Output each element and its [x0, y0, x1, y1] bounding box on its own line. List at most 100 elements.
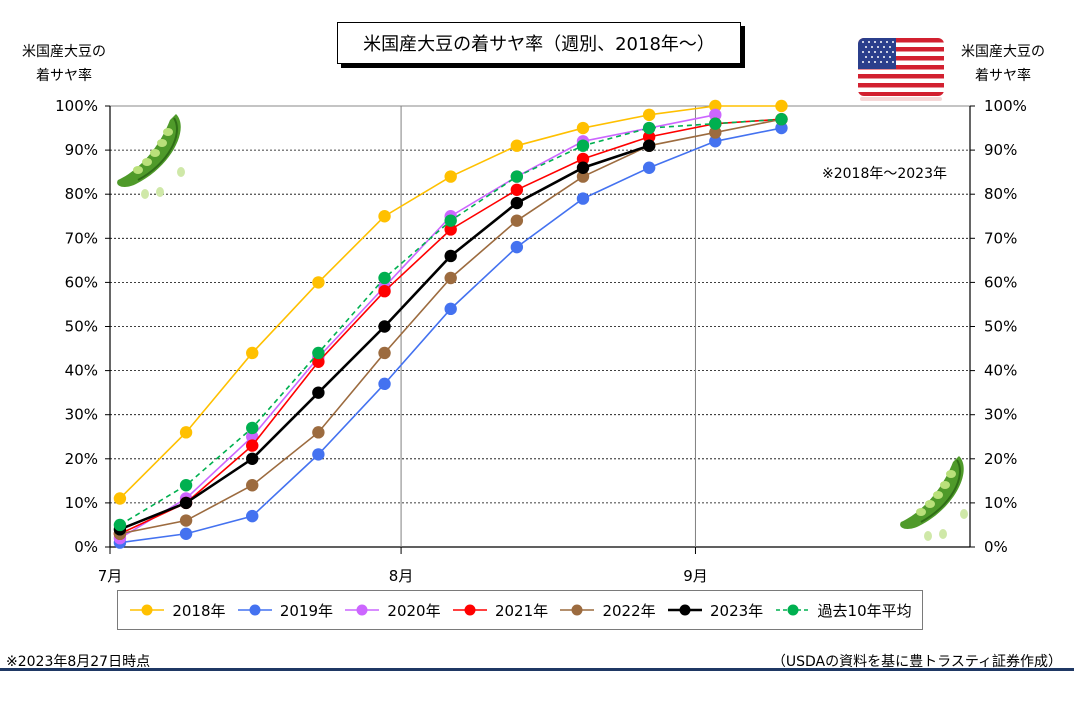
- legend-item: 2021年: [451, 600, 548, 621]
- data-point: [576, 161, 590, 174]
- x-tick-label: 7月: [98, 567, 123, 585]
- data-point: [246, 479, 259, 492]
- legend-item: 2020年: [343, 600, 441, 621]
- y-tick-label: 30%: [65, 406, 98, 424]
- data-point: [444, 170, 457, 183]
- data-point: [179, 426, 193, 439]
- data-point: [179, 479, 193, 492]
- data-point: [642, 130, 656, 144]
- series-line: [119, 114, 716, 539]
- data-point: [709, 135, 722, 148]
- legend-label: 2018年: [172, 601, 226, 620]
- data-point: [709, 99, 722, 113]
- y-tick-label-right: 100%: [984, 97, 1027, 115]
- y-tick-label-right: 50%: [984, 318, 1017, 336]
- data-point: [444, 249, 457, 263]
- data-point: [378, 346, 391, 360]
- legend-swatch: [452, 604, 487, 616]
- source-note: （USDAの資料を基に豊トラスティ証券作成）: [771, 654, 1062, 670]
- series-5: [113, 139, 656, 536]
- legend-label: 2022年: [602, 601, 656, 620]
- legend-label: 過去10年平均: [817, 601, 912, 620]
- chart-title: 米国産大豆の着サヤ率（週別、2018年～）: [337, 22, 741, 64]
- data-point: [246, 346, 259, 360]
- legend-swatch: [668, 604, 702, 616]
- data-point: [113, 518, 127, 532]
- legend-item: 2023年: [666, 600, 763, 621]
- legend-swatch: [237, 604, 272, 616]
- y-tick-label-right: 90%: [984, 141, 1017, 159]
- data-point: [510, 183, 524, 196]
- y-tick-label-right: 20%: [984, 450, 1017, 468]
- range-note: ※2018年～2023年: [822, 166, 947, 182]
- left-axis-title-line2: 着サヤ率: [36, 68, 92, 84]
- data-point: [113, 492, 127, 505]
- data-point: [576, 121, 590, 135]
- data-point: [510, 214, 524, 227]
- data-point: [510, 139, 524, 152]
- date-note: ※2023年8月27日時点: [6, 654, 151, 670]
- y-tick-label-right: 60%: [984, 273, 1017, 291]
- legend-label: 2023年: [710, 601, 764, 620]
- data-point: [312, 386, 325, 399]
- series-6: [113, 113, 788, 532]
- right-axis-title-line2: 着サヤ率: [975, 68, 1031, 84]
- legend-item: 2018年: [128, 600, 226, 621]
- data-point: [246, 439, 259, 452]
- data-point: [642, 161, 656, 174]
- data-point: [510, 170, 524, 183]
- data-point: [312, 426, 325, 439]
- y-tick-label-right: 30%: [984, 406, 1017, 424]
- data-point: [179, 514, 193, 527]
- data-point: [709, 108, 722, 122]
- data-point: [642, 108, 656, 122]
- legend-label: 2019年: [279, 601, 334, 620]
- data-point: [246, 452, 259, 465]
- data-point: [775, 99, 788, 113]
- y-tick-label: 50%: [65, 318, 98, 336]
- data-point: [312, 355, 325, 368]
- legend-item: 過去10年平均: [774, 600, 912, 621]
- data-point: [576, 152, 590, 166]
- y-tick-label: 60%: [65, 273, 98, 291]
- y-tick-label: 90%: [65, 141, 98, 159]
- data-point: [246, 430, 259, 443]
- y-tick-label: 20%: [65, 450, 98, 468]
- data-point: [642, 139, 656, 152]
- soybean-pod-icon: [117, 114, 185, 199]
- y-tick-label: 0%: [74, 538, 98, 556]
- data-point: [312, 448, 325, 461]
- data-point: [378, 377, 391, 391]
- data-point: [576, 192, 590, 205]
- legend-item: 2022年: [558, 600, 656, 621]
- data-point: [709, 117, 722, 130]
- y-tick-label-right: 40%: [984, 362, 1017, 380]
- data-point: [444, 223, 457, 236]
- y-tick-label-right: 70%: [984, 229, 1017, 247]
- right-axis-title: 米国産大豆の 着サヤ率: [950, 40, 1056, 88]
- data-point: [312, 346, 325, 360]
- data-point: [642, 121, 656, 135]
- data-point: [444, 302, 457, 316]
- data-point: [378, 285, 391, 298]
- legend-item: 2019年: [236, 600, 333, 621]
- y-tick-label: 40%: [65, 362, 98, 380]
- data-point: [246, 509, 259, 523]
- x-tick-label: 9月: [683, 567, 708, 585]
- y-tick-label-right: 10%: [984, 494, 1017, 512]
- right-axis-title-line1: 米国産大豆の: [961, 44, 1045, 60]
- legend-swatch: [345, 604, 380, 616]
- left-axis-title-line1: 米国産大豆の: [22, 44, 106, 60]
- us-flag-icon: [858, 38, 944, 101]
- left-axis-title: 米国産大豆の 着サヤ率: [18, 40, 110, 88]
- data-point: [510, 196, 524, 210]
- data-point: [378, 210, 391, 223]
- data-point: [709, 126, 722, 139]
- y-tick-label-right: 0%: [984, 538, 1008, 556]
- data-point: [576, 170, 590, 183]
- soybean-pod-icon: [900, 456, 968, 541]
- series-0: [113, 99, 788, 505]
- data-point: [246, 421, 259, 435]
- data-point: [312, 276, 325, 289]
